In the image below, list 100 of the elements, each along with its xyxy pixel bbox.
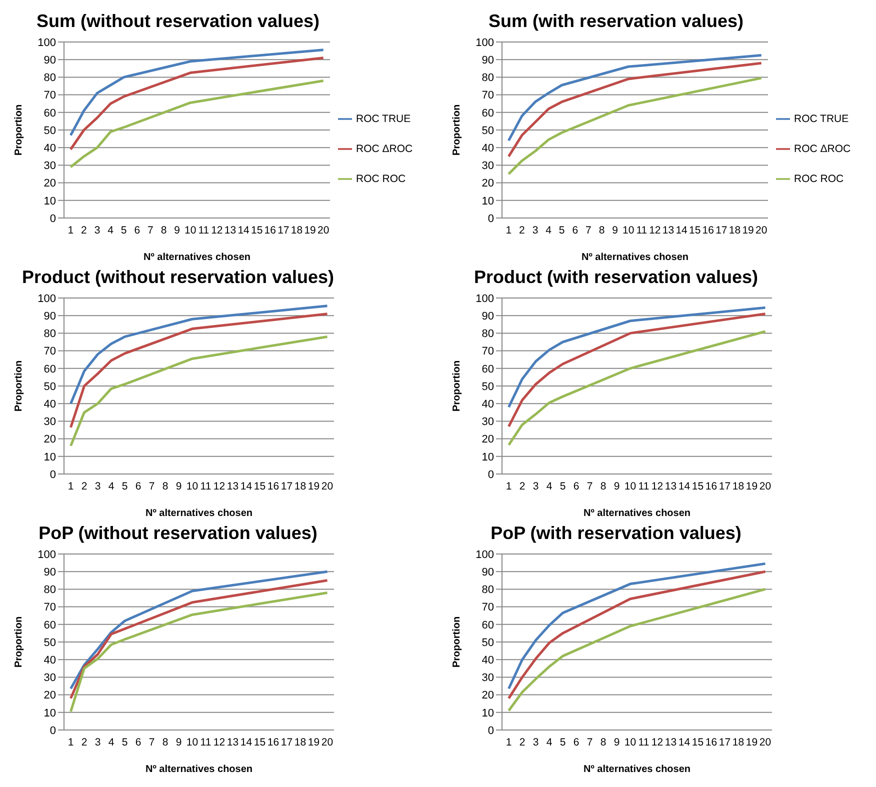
y-tick-label: 50 — [482, 124, 494, 137]
x-tick-label: 1 — [68, 480, 74, 492]
y-axis-title: Proportion — [452, 104, 463, 156]
x-tick-label: 6 — [135, 736, 142, 748]
chart-title: Product (with reservation values) — [472, 266, 760, 289]
x-tick-label: 11 — [636, 224, 648, 236]
line-series — [70, 304, 328, 405]
x-tick-label: 17 — [716, 224, 728, 236]
legend-label: ROC ROC — [794, 173, 844, 185]
y-tick-label: 0 — [488, 724, 494, 737]
line-series — [508, 330, 766, 446]
y-tick-label: 0 — [488, 212, 494, 225]
x-tick-label: 7 — [148, 736, 155, 748]
x-tick-label: 13 — [226, 480, 239, 492]
x-tick-label: 20 — [321, 480, 334, 492]
x-tick-label: 12 — [651, 480, 664, 492]
y-tick-label: 60 — [482, 363, 494, 376]
x-tick-label: 8 — [160, 224, 167, 236]
x-tick-label: 10 — [184, 224, 196, 236]
chart-title: Sum (without reservation values) — [35, 10, 321, 33]
y-tick-label: 70 — [44, 346, 56, 358]
x-tick-label: 19 — [308, 480, 320, 492]
y-tick-label: 0 — [50, 212, 56, 225]
x-tick-label: 1 — [506, 736, 512, 748]
y-tick-label: 80 — [482, 328, 494, 340]
legend-label: ROC TRUE — [794, 113, 849, 125]
y-axis-title: Proportion — [452, 360, 463, 412]
x-axis-title: Nº alternatives chosen — [143, 252, 251, 263]
y-tick-label: 50 — [44, 380, 56, 393]
x-tick-label: 8 — [162, 736, 168, 748]
x-axis-title: Nº alternatives chosen — [145, 508, 253, 519]
x-tick-label: 3 — [94, 224, 100, 236]
x-axis-title: Nº alternatives chosen — [145, 764, 253, 775]
line-series — [69, 79, 325, 168]
x-tick-label: 3 — [94, 736, 101, 748]
x-tick-label: 9 — [614, 480, 620, 492]
y-tick-label: 20 — [482, 434, 494, 446]
y-tick-label: 20 — [482, 690, 494, 702]
x-tick-label: 7 — [148, 480, 155, 492]
y-tick-label: 70 — [44, 602, 56, 614]
x-tick-label: 6 — [135, 480, 142, 492]
x-tick-label: 8 — [600, 480, 606, 492]
y-tick-label: 70 — [482, 602, 494, 614]
x-tick-label: 14 — [676, 224, 688, 236]
x-tick-label: 14 — [240, 480, 252, 492]
x-tick-label: 11 — [638, 480, 650, 492]
y-tick-label: 70 — [44, 90, 56, 102]
x-tick-label: 10 — [624, 736, 636, 748]
y-tick-label: 20 — [44, 178, 56, 190]
x-tick-label: 1 — [68, 736, 74, 748]
x-tick-label: 16 — [267, 736, 280, 748]
y-tick-label: 10 — [482, 195, 494, 208]
x-tick-label: 20 — [318, 224, 330, 236]
y-axis-title: Proportion — [14, 360, 25, 412]
y-tick-label: 0 — [50, 724, 56, 737]
x-tick-label: 5 — [560, 480, 566, 492]
y-tick-label: 80 — [44, 328, 56, 340]
y-tick-label: 10 — [482, 451, 494, 464]
legend-label: ROC ΔROC — [794, 143, 851, 155]
y-tick-label: 100 — [38, 292, 56, 305]
x-tick-label: 6 — [573, 480, 580, 492]
x-tick-label: 2 — [519, 480, 526, 492]
line-series — [507, 62, 763, 158]
x-tick-label: 16 — [702, 224, 714, 236]
x-tick-label: 7 — [586, 736, 593, 748]
x-tick-label: 10 — [186, 736, 198, 748]
x-tick-label: 17 — [718, 480, 731, 492]
y-tick-label: 90 — [482, 54, 494, 67]
x-tick-label: 2 — [81, 224, 88, 236]
line-series — [70, 312, 328, 429]
y-tick-label: 20 — [44, 434, 56, 446]
x-tick-label: 20 — [756, 224, 768, 236]
x-tick-label: 1 — [506, 480, 512, 492]
x-tick-label: 15 — [692, 480, 704, 492]
y-tick-label: 30 — [482, 416, 494, 428]
y-tick-label: 40 — [482, 654, 494, 667]
x-tick-label: 8 — [600, 736, 606, 748]
y-tick-label: 10 — [44, 195, 56, 208]
x-tick-label: 2 — [519, 224, 526, 236]
y-tick-label: 30 — [44, 416, 56, 428]
y-tick-label: 60 — [482, 107, 494, 120]
x-tick-label: 12 — [213, 480, 226, 492]
x-tick-label: 11 — [638, 736, 650, 748]
x-tick-label: 9 — [176, 736, 182, 748]
x-tick-label: 16 — [705, 480, 718, 492]
x-tick-label: 2 — [519, 736, 526, 748]
x-tick-label: 12 — [213, 736, 226, 748]
chart-title: PoP (without reservation values) — [38, 522, 318, 545]
x-tick-label: 13 — [224, 224, 236, 236]
x-tick-label: 17 — [278, 224, 290, 236]
x-tick-label: 12 — [649, 224, 661, 236]
x-tick-label: 9 — [614, 736, 620, 748]
y-tick-label: 90 — [44, 310, 56, 323]
y-tick-label: 40 — [482, 398, 494, 411]
y-tick-label: 80 — [482, 72, 494, 84]
y-tick-label: 80 — [44, 72, 56, 84]
line-series — [70, 335, 328, 448]
x-tick-label: 14 — [678, 480, 690, 492]
y-tick-label: 90 — [44, 566, 56, 579]
x-tick-label: 13 — [664, 736, 677, 748]
